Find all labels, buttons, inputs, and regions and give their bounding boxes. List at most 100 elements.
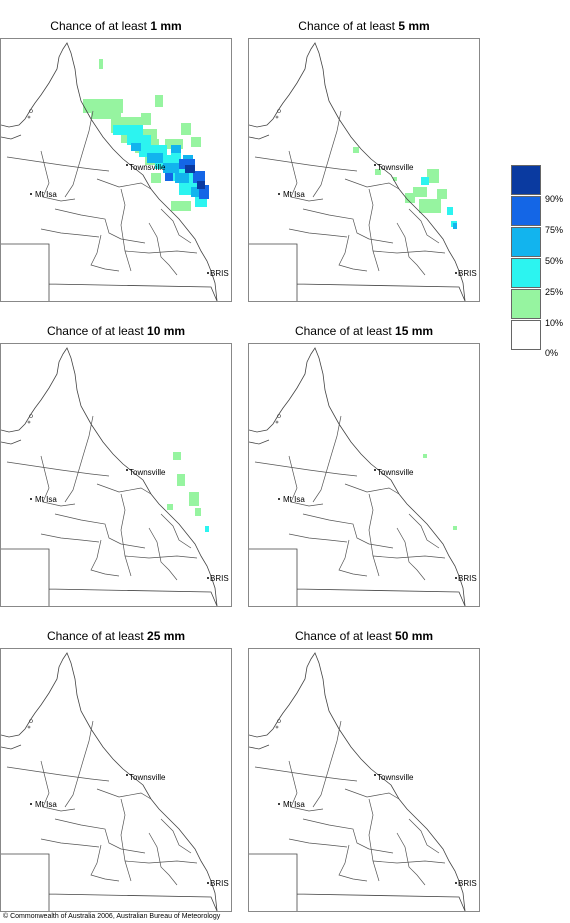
- rain-probability-cell: [453, 526, 457, 530]
- map-25mm: Mt Isa Townsville BRIS: [0, 648, 232, 912]
- rain-probability-cell: [191, 137, 201, 147]
- label-townsville: Townsville: [129, 773, 166, 782]
- rain-probability-cell: [453, 223, 457, 229]
- legend-swatch: [511, 227, 541, 257]
- map-15mm: Mt Isa Townsville BRIS: [248, 343, 480, 607]
- gulf-coast: [1, 439, 22, 445]
- rain-probability-cell: [175, 173, 189, 183]
- rain-probability-cell: [151, 173, 161, 183]
- district-lines: [254, 110, 446, 276]
- rain-probability-cell: [177, 474, 185, 486]
- panel-title: Chance of at least 1 mm: [50, 19, 182, 33]
- legend-label: 25%: [545, 287, 564, 297]
- label-bris: BRIS: [210, 574, 229, 583]
- rain-probability-cell: [127, 135, 151, 145]
- coastline: [249, 347, 466, 606]
- rain-probability-cell: [423, 454, 427, 458]
- state-border: [249, 853, 466, 911]
- district-lines: [6, 720, 198, 886]
- district-lines: [254, 415, 446, 581]
- rain-probability-cell: [147, 129, 157, 139]
- legend-label: 10%: [545, 318, 564, 328]
- rain-probability-cell: [199, 185, 209, 199]
- rain-probability-cell: [197, 181, 205, 189]
- rain-probability-cell: [155, 95, 163, 107]
- gulf-coast: [1, 744, 22, 750]
- legend-label: 75%: [545, 225, 564, 235]
- panel-title: Chance of at least 25 mm: [46, 629, 186, 643]
- rain-probability-cell: [171, 201, 191, 211]
- gulf-coast: [249, 439, 270, 445]
- rain-probability-cell: [193, 171, 205, 183]
- rain-probability-cell: [99, 59, 103, 69]
- label-townsville: Townsville: [129, 468, 166, 477]
- coastline: [1, 347, 218, 606]
- rain-probability-cell: [163, 163, 179, 173]
- label-mt-isa: Mt Isa: [35, 495, 57, 504]
- rain-probability-cell: [393, 177, 397, 181]
- legend-swatch: [511, 320, 541, 350]
- legend-label: 0%: [545, 348, 559, 358]
- rain-probability-cell: [171, 145, 181, 153]
- state-border: [1, 853, 218, 911]
- label-bris: BRIS: [210, 879, 229, 888]
- map-50mm: Mt Isa Townsville BRIS: [248, 648, 480, 912]
- coastline: [249, 42, 466, 301]
- gulf-coast: [249, 744, 270, 750]
- coastline: [1, 652, 218, 911]
- district-lines: [6, 415, 198, 581]
- rain-probability-cell: [113, 125, 143, 135]
- district-lines: [6, 110, 198, 276]
- panel-title: Chance of at least 10 mm: [46, 324, 186, 338]
- rain-probability-cell: [375, 169, 381, 175]
- rain-probability-cell: [437, 189, 447, 199]
- rain-probability-cell: [165, 173, 173, 181]
- label-mt-isa: Mt Isa: [283, 190, 305, 199]
- rain-probability-cell: [191, 187, 205, 197]
- legend-swatch: [511, 196, 541, 226]
- rain-probability-cell: [427, 169, 439, 183]
- legend-label: 90%: [545, 194, 564, 204]
- label-bris: BRIS: [458, 879, 477, 888]
- label-mt-isa: Mt Isa: [283, 800, 305, 809]
- panel-title: Chance of at least 15 mm: [294, 324, 434, 338]
- label-townsville: Townsville: [129, 163, 166, 172]
- state-border: [1, 548, 218, 606]
- rain-probability-cell: [171, 153, 181, 163]
- rain-probability-cell: [405, 193, 415, 203]
- coastline: [1, 42, 218, 301]
- label-mt-isa: Mt Isa: [35, 190, 57, 199]
- rain-probability-cell: [185, 165, 195, 173]
- label-townsville: Townsville: [377, 773, 414, 782]
- district-lines: [254, 720, 446, 886]
- copyright-notice: © Commonwealth of Australia 2006, Austra…: [3, 913, 221, 920]
- rain-probability-cell: [181, 123, 191, 135]
- legend-swatch: [511, 289, 541, 319]
- label-townsville: Townsville: [377, 163, 414, 172]
- map-1mm: Mt Isa Townsville BRIS: [0, 38, 232, 302]
- state-border: [249, 548, 466, 606]
- label-mt-isa: Mt Isa: [283, 495, 305, 504]
- legend-label: 50%: [545, 256, 564, 266]
- label-bris: BRIS: [458, 269, 477, 278]
- rain-probability-cell: [205, 526, 209, 532]
- label-bris: BRIS: [210, 269, 229, 278]
- rain-probability-cell: [141, 113, 151, 125]
- label-townsville: Townsville: [377, 468, 414, 477]
- rain-probability-cell: [131, 143, 141, 151]
- rain-probability-cell: [353, 147, 359, 153]
- rain-probability-cell: [189, 492, 199, 506]
- rain-probability-cell: [195, 508, 201, 516]
- rain-probability-cell: [413, 187, 427, 197]
- gulf-coast: [1, 134, 22, 140]
- rain-probability-cell: [447, 207, 453, 215]
- map-10mm: Mt Isa Townsville BRIS: [0, 343, 232, 607]
- map-5mm: Mt Isa Townsville BRIS: [248, 38, 480, 302]
- coastline: [249, 652, 466, 911]
- legend-swatch: [511, 258, 541, 288]
- rain-probability-cell: [179, 159, 195, 169]
- state-border: [249, 243, 466, 301]
- rain-probability-cell: [91, 109, 121, 119]
- label-mt-isa: Mt Isa: [35, 800, 57, 809]
- rain-probability-cell: [419, 199, 441, 213]
